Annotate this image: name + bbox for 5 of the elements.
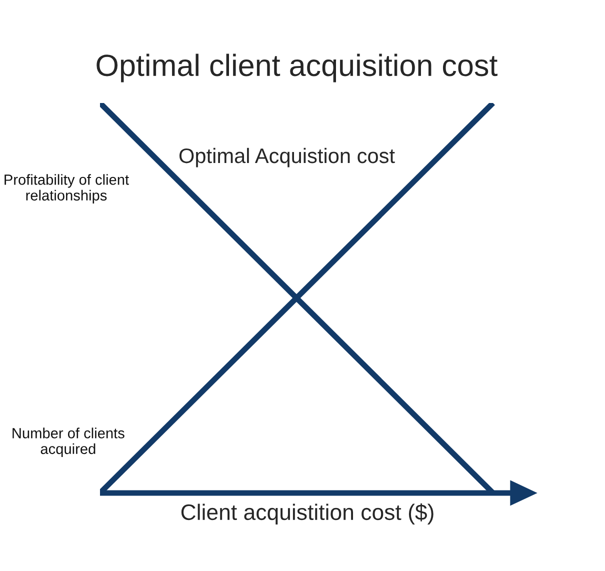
series-label: Number of clients acquired [12, 428, 124, 457]
annotation: Optimal Acquistion cost [179, 148, 395, 168]
chart-title: Optimal client acquisition cost [96, 54, 498, 82]
x-axis-title: Client acquistition cost ($) [181, 503, 434, 524]
text: Profitability of client relationships [4, 174, 129, 204]
